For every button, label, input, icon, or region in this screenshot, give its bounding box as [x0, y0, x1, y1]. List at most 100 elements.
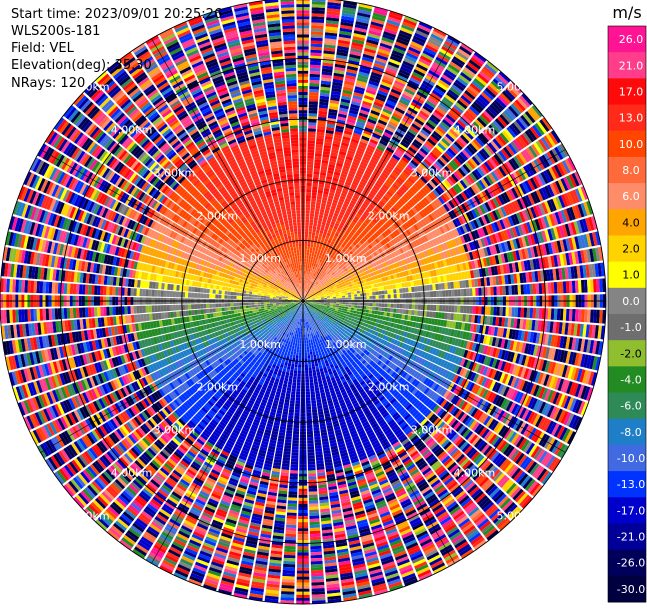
range-gate: [572, 281, 576, 293]
range-gate: [354, 308, 357, 311]
range-gate: [366, 303, 369, 306]
range-gate: [336, 295, 339, 297]
range-gate: [313, 174, 319, 178]
range-gate: [315, 211, 319, 215]
range-gate: [457, 306, 460, 313]
range-gate: [305, 222, 309, 225]
range-gate: [305, 271, 307, 274]
range-gate: [566, 281, 570, 293]
range-gate: [385, 303, 388, 307]
range-gate: [333, 299, 336, 301]
range-gate: [313, 226, 317, 230]
range-gate: [378, 287, 382, 291]
range-gate: [314, 165, 320, 169]
range-gate: [414, 310, 418, 315]
range-gate: [341, 308, 344, 310]
range-gate: [351, 305, 354, 308]
range-gate: [356, 311, 359, 314]
range-gate: [305, 268, 307, 271]
range-gate: [354, 291, 357, 294]
range-gate: [330, 299, 333, 300]
range-gate: [306, 204, 310, 207]
range-gate: [344, 311, 347, 314]
range-gate: [345, 307, 348, 309]
range-gate: [347, 287, 350, 290]
range-gate: [333, 305, 336, 307]
range-gate: [417, 286, 421, 292]
range-gate: [309, 89, 319, 93]
range-gate: [409, 293, 412, 298]
range-gate: [366, 296, 369, 299]
range-gate: [400, 304, 403, 309]
range-gate: [493, 307, 496, 316]
range-gate: [351, 294, 354, 297]
range-gate: [369, 292, 372, 295]
range-gate: [327, 302, 330, 303]
range-gate: [406, 293, 409, 298]
range-gate: [378, 307, 381, 311]
range-gate: [307, 153, 314, 156]
range-gate: [381, 307, 384, 311]
range-gate: [354, 305, 357, 308]
range-gate: [345, 298, 348, 300]
range-gate: [321, 299, 324, 300]
range-gate: [305, 243, 308, 246]
range-gate: [430, 305, 433, 311]
range-gate: [533, 284, 537, 295]
range-gate: [454, 289, 457, 296]
range-gate: [515, 285, 519, 295]
range-gate: [311, 31, 323, 35]
range-gate: [557, 309, 561, 321]
range-gate: [430, 291, 433, 297]
range-gate: [307, 159, 313, 162]
range-gate: [342, 306, 345, 308]
range-gate: [426, 285, 430, 291]
range-gate: [315, 248, 318, 252]
range-gate: [312, 189, 317, 193]
range-gate: [381, 286, 385, 290]
range-gate: [336, 302, 339, 304]
range-gate: [306, 265, 308, 268]
range-gate: [496, 286, 499, 295]
range-gate: [313, 247, 316, 250]
range-gate: [475, 288, 478, 296]
range-gate: [406, 304, 409, 309]
range-gate: [391, 304, 394, 308]
range-gate: [309, 86, 319, 90]
range-gate: [307, 250, 310, 253]
range-gate: [357, 308, 360, 311]
range-gate: [308, 144, 315, 147]
range-gate: [412, 293, 415, 298]
range-gate: [309, 219, 313, 222]
range-gate: [432, 312, 436, 318]
range-gate: [303, 283, 304, 286]
range-gate: [310, 216, 314, 219]
range-gate: [560, 309, 564, 321]
range-gate: [490, 287, 493, 296]
range-gate: [451, 305, 454, 312]
range-gate: [305, 277, 306, 280]
range-gate: [313, 223, 317, 227]
range-gate: [466, 306, 469, 314]
range-gate: [341, 291, 344, 293]
range-gate: [339, 294, 342, 296]
range-gate: [566, 309, 570, 321]
range-gate: [309, 107, 318, 110]
range-gate: [457, 289, 460, 296]
range-gate: [554, 309, 558, 321]
range-gate: [445, 305, 448, 312]
range-gate: [397, 304, 400, 308]
range-gate: [427, 305, 430, 311]
range-gate: [469, 306, 472, 314]
range-gate: [338, 292, 341, 294]
range-gate: [310, 65, 321, 69]
range-gate: [330, 296, 333, 298]
range-gate: [309, 92, 318, 96]
range-gate: [353, 288, 356, 291]
range-gate: [499, 307, 502, 316]
range-gate: [311, 41, 323, 45]
range-gate: [405, 309, 409, 314]
range-gate: [314, 254, 317, 257]
range-gate: [472, 288, 475, 296]
range-gate: [390, 289, 393, 293]
